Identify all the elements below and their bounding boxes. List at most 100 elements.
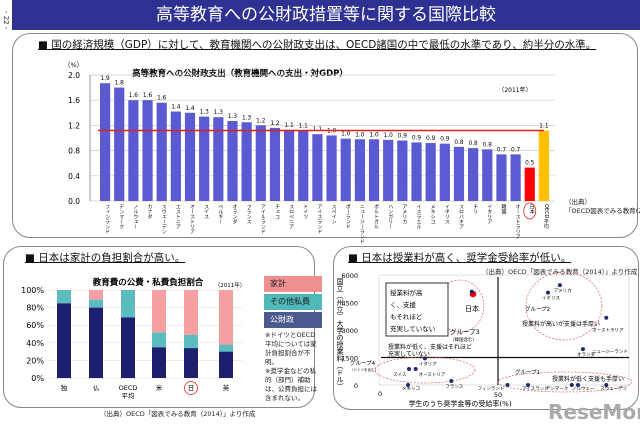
data-label: 1.1 (539, 123, 549, 129)
gdp-bar-chart: 高等教育への公財政支出（教育機関への支出・対GDP） （2011年） （%） 0.0 0… (64, 61, 555, 244)
callout-text: 充実していない (390, 324, 435, 333)
bar (453, 146, 465, 201)
point-label: フィンランド (478, 386, 505, 392)
bar (538, 130, 550, 201)
x-tick-label: スロベニア (288, 204, 294, 229)
bar (510, 154, 521, 201)
x-tick-label: ニュージーランド (359, 204, 365, 244)
annotation: （韓国含む） (450, 336, 477, 343)
data-label: 1.0 (341, 132, 351, 138)
bar (284, 129, 295, 201)
x-tick-label: デンマーク (118, 203, 124, 229)
x-tick-label: チリ (472, 204, 478, 214)
annotation: 授業料が低く、支援はそれほど充実していない (388, 343, 472, 358)
bar (368, 139, 380, 201)
callout-box (385, 282, 449, 337)
stacked-segment (57, 290, 71, 304)
annotation: グループ3 (450, 327, 480, 336)
stacked-segment (121, 317, 135, 378)
data-point (525, 383, 530, 387)
stacked-segment (219, 290, 233, 345)
x-tick-label: 日本 (529, 204, 535, 215)
bar (255, 125, 266, 201)
data-point (604, 315, 609, 320)
bar (425, 143, 436, 201)
y-tick-label: 80% (26, 304, 44, 313)
x-tick-label: OECD (119, 384, 138, 392)
data-label: 0.9 (440, 137, 450, 143)
bar (227, 120, 238, 201)
data-point (575, 383, 580, 387)
x-axis-label: 学生のうち奨学金等の受給率(%) (408, 399, 511, 408)
x-tick-label: スウェーデン (161, 204, 167, 234)
x-tick-label: 仏 (93, 384, 100, 392)
stacked-segment (219, 344, 233, 352)
y-tick-label: 20% (26, 356, 44, 365)
y-axis-label: 国立（州立）大学の授業料（ドル） (336, 278, 344, 390)
bar (199, 116, 210, 201)
y-tick-label: 0% (31, 374, 44, 383)
annotation: 授業料が低く支援も手厚い (552, 375, 624, 383)
data-label: 1.6 (143, 93, 153, 99)
data-point (505, 383, 510, 387)
bottom-left-source: （出典）OECD「図表でみる教育（2014）」より作成 (100, 410, 256, 418)
callout-text: もそれほど (390, 313, 423, 321)
data-label: 0.9 (412, 135, 422, 141)
x-tick-label: イタリア (486, 204, 492, 224)
y-tick-label: 0.8 (68, 147, 80, 156)
x-tick-label: イギリス (444, 204, 450, 224)
tuition-scatter-chart: 0 1500 3000 4500 6000 0 50 国立（州立）大学の授業料（ドル） 学生のう… (336, 271, 633, 408)
stacked-segment (219, 351, 233, 378)
data-label: 1.3 (242, 115, 252, 121)
x-tick-label: ポーランド (345, 204, 351, 229)
bottom-right-panel (333, 246, 639, 410)
data-label: 0.7 (511, 147, 521, 153)
y-tick-label: 0.4 (68, 172, 80, 181)
page-number: - 22 - (2, 10, 10, 30)
data-point (580, 347, 585, 352)
chart-subtitle: （2011年） (215, 281, 246, 289)
y-tick-label: 6000 (341, 272, 358, 280)
point-label: アメリカ (554, 288, 572, 294)
callout-text: 授業料が高 (390, 288, 423, 297)
x-tick-label: カナダ (147, 204, 153, 220)
bar (340, 138, 351, 201)
group-ellipse (525, 271, 603, 341)
x-tick-label: オランダ (231, 204, 237, 225)
bar (156, 102, 167, 201)
chart-title: 教育費の公費・私費負担割合 (92, 277, 204, 288)
point-label: イタリア (419, 360, 437, 367)
point-label: フランス (445, 384, 463, 390)
annotation: （ドイツを含む） (350, 367, 378, 372)
y-tick-label: 0 (354, 382, 358, 390)
data-point (406, 367, 411, 372)
top-heading: ■ 国の経済規模（GDP）に対して、教育機関への公財政支出は、OECD諸国の中で… (38, 39, 597, 51)
data-label: 0.8 (454, 140, 464, 146)
x-tick-label: 平均 (122, 391, 136, 400)
x-tick-label: ベルギー (217, 204, 223, 224)
data-point (422, 356, 427, 361)
x-tick-label: フィンランド (104, 204, 110, 234)
y-tick-label: 40% (26, 339, 44, 348)
x-tick-label: 独 (61, 383, 68, 392)
y-tick-label: 1.2 (68, 121, 80, 130)
point-label: ノルウェー (572, 385, 595, 392)
data-label: 1.0 (369, 132, 379, 138)
x-tick-label: アイスランド (316, 204, 322, 234)
data-label: 1.1 (299, 123, 309, 129)
x-tick-label: OECD平均 (543, 204, 549, 230)
data-point (469, 289, 474, 294)
callout-text: く、支援 (390, 300, 417, 309)
data-point (449, 378, 454, 383)
annotation: 授業料が高いが支援は手厚い (522, 320, 600, 328)
bar (496, 154, 507, 201)
stacked-segment (152, 347, 166, 378)
stacked-segment (89, 299, 103, 308)
x-tick-label: アイルランド (260, 204, 266, 234)
plot-frame (378, 274, 630, 386)
x-tick-label: メキシコ (430, 204, 436, 224)
bar (170, 111, 181, 201)
y-axis-unit: （%） (64, 61, 83, 69)
annotation: グループ2 (525, 305, 550, 313)
stacked-segment (89, 307, 103, 378)
